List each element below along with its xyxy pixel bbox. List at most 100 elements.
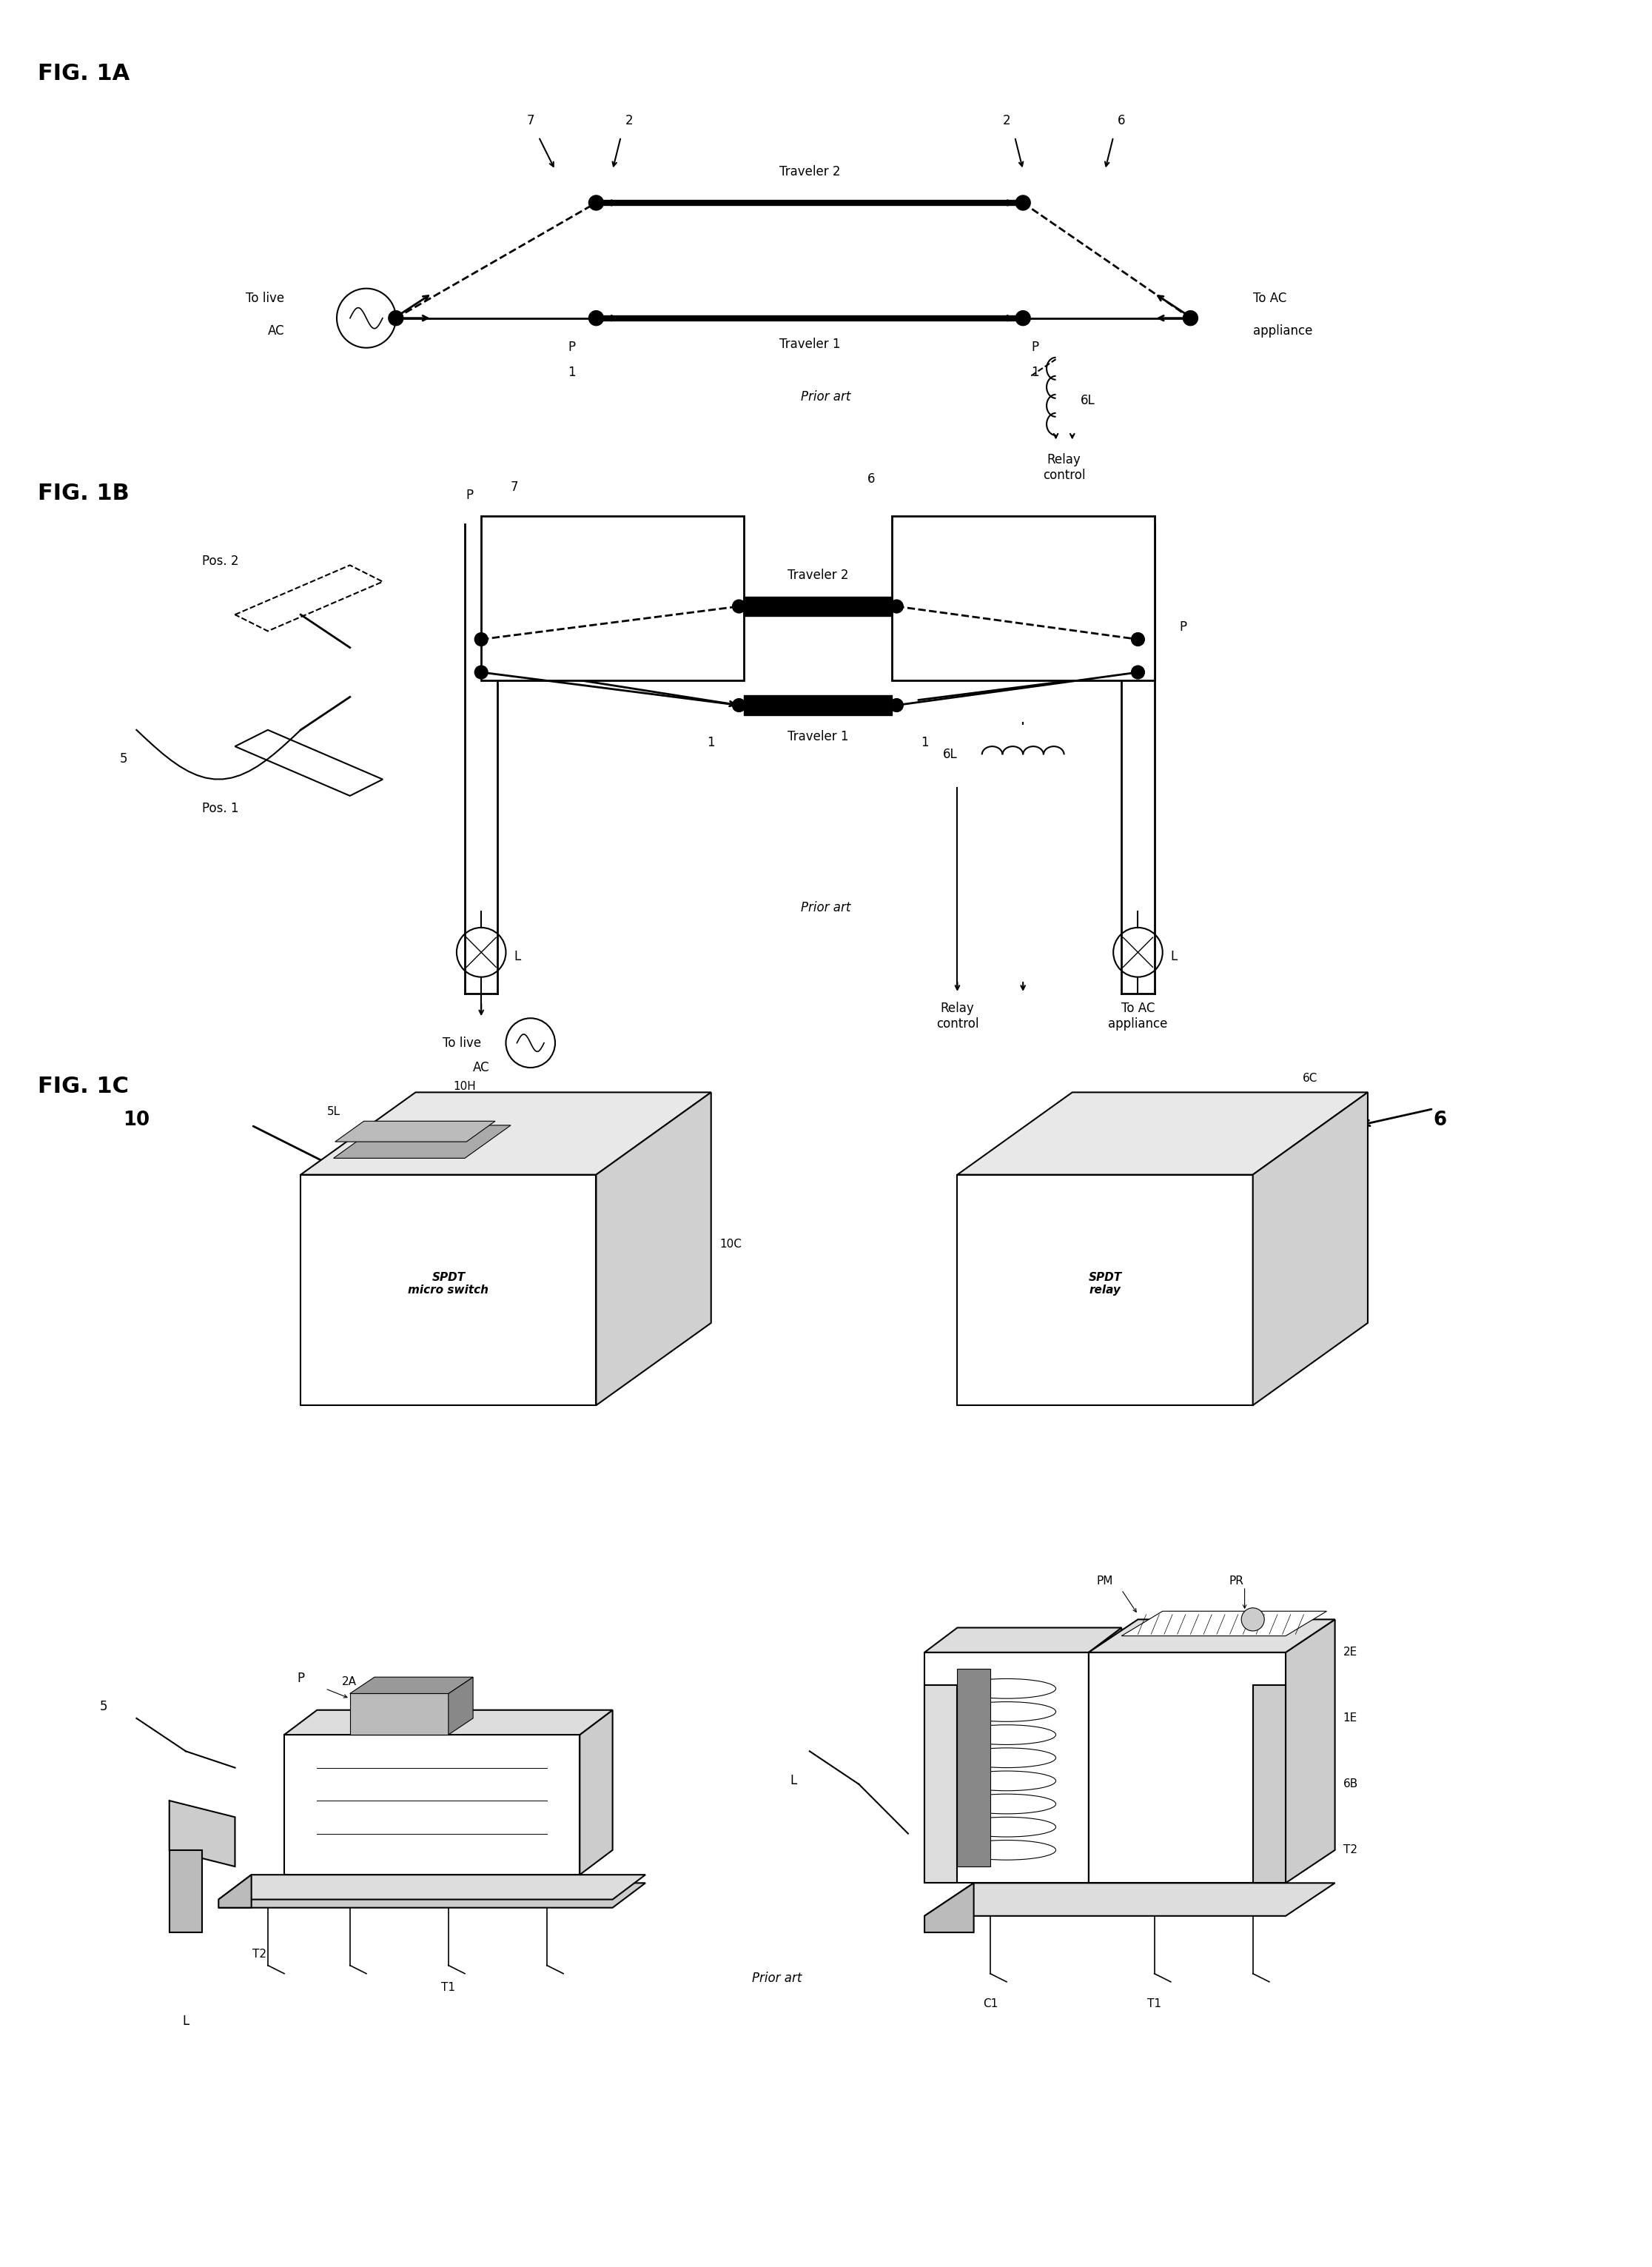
Polygon shape bbox=[350, 1678, 472, 1693]
Text: 2: 2 bbox=[707, 555, 715, 569]
Text: T1: T1 bbox=[1146, 1997, 1161, 2009]
Text: switch: switch bbox=[593, 612, 633, 626]
Polygon shape bbox=[218, 1875, 646, 1900]
Circle shape bbox=[1132, 632, 1145, 646]
Text: 1E: 1E bbox=[1343, 1712, 1358, 1723]
Polygon shape bbox=[596, 1093, 710, 1406]
Text: 1: 1 bbox=[920, 737, 928, 750]
Polygon shape bbox=[169, 1800, 235, 1866]
Text: Traveler 2: Traveler 2 bbox=[788, 569, 849, 583]
Text: 1: 1 bbox=[568, 365, 575, 379]
Text: Pos. 1: Pos. 1 bbox=[202, 803, 240, 816]
Text: 6: 6 bbox=[1434, 1111, 1447, 1129]
Text: P: P bbox=[466, 490, 472, 503]
Text: To AC
appliance: To AC appliance bbox=[1108, 1002, 1168, 1031]
Circle shape bbox=[1132, 666, 1145, 678]
Circle shape bbox=[1241, 1607, 1264, 1630]
Polygon shape bbox=[335, 1122, 496, 1143]
Text: To live: To live bbox=[443, 1036, 481, 1050]
Polygon shape bbox=[1285, 1619, 1335, 1884]
Text: Traveler 1: Traveler 1 bbox=[788, 730, 849, 744]
Text: L: L bbox=[182, 2015, 188, 2029]
Text: T2: T2 bbox=[1343, 1845, 1358, 1857]
Text: 2E: 2E bbox=[1343, 1646, 1358, 1657]
Polygon shape bbox=[218, 1884, 646, 1909]
Text: PR: PR bbox=[1229, 1576, 1244, 1587]
Text: Prior art: Prior art bbox=[801, 900, 851, 914]
Text: 2: 2 bbox=[1003, 113, 1011, 127]
Text: P: P bbox=[1180, 621, 1186, 635]
Text: L: L bbox=[1171, 950, 1178, 963]
Circle shape bbox=[588, 311, 603, 326]
Text: 6L: 6L bbox=[927, 1730, 942, 1741]
Text: C1: C1 bbox=[983, 1997, 998, 2009]
Polygon shape bbox=[1089, 1619, 1335, 1653]
Circle shape bbox=[890, 601, 904, 612]
Text: 2A: 2A bbox=[342, 1675, 357, 1687]
Text: T2: T2 bbox=[253, 1950, 266, 1961]
Polygon shape bbox=[334, 1124, 510, 1158]
Text: relay: relay bbox=[1008, 612, 1039, 626]
Polygon shape bbox=[1252, 1684, 1285, 1884]
Text: L: L bbox=[790, 1773, 796, 1786]
Polygon shape bbox=[218, 1875, 251, 1909]
Text: L: L bbox=[514, 950, 520, 963]
Polygon shape bbox=[350, 1693, 448, 1734]
Text: 6L: 6L bbox=[943, 748, 958, 762]
Polygon shape bbox=[1122, 1612, 1327, 1637]
Polygon shape bbox=[580, 1709, 613, 1875]
Text: P: P bbox=[1031, 340, 1039, 354]
Bar bbox=[481, 517, 743, 680]
Polygon shape bbox=[284, 1734, 580, 1875]
Polygon shape bbox=[448, 1678, 472, 1734]
Polygon shape bbox=[925, 1628, 1122, 1653]
Text: PM: PM bbox=[1097, 1576, 1113, 1587]
Text: Traveler 1: Traveler 1 bbox=[780, 338, 841, 351]
Text: appliance: appliance bbox=[1252, 324, 1312, 338]
Circle shape bbox=[474, 666, 487, 678]
Text: Relay
control: Relay control bbox=[1042, 453, 1085, 483]
Text: AC: AC bbox=[472, 1061, 489, 1075]
Polygon shape bbox=[925, 1884, 973, 1931]
Polygon shape bbox=[925, 1684, 958, 1884]
Polygon shape bbox=[284, 1709, 613, 1734]
Text: 6L: 6L bbox=[1080, 394, 1095, 408]
Text: 1: 1 bbox=[1031, 365, 1039, 379]
Polygon shape bbox=[301, 1174, 596, 1406]
Text: SPDT: SPDT bbox=[431, 1272, 466, 1283]
Text: AC: AC bbox=[268, 324, 284, 338]
Text: Relay
control: Relay control bbox=[937, 1002, 978, 1031]
Circle shape bbox=[732, 698, 745, 712]
Text: SPDT: SPDT bbox=[1089, 1272, 1122, 1283]
Text: To live: To live bbox=[246, 292, 284, 306]
Circle shape bbox=[474, 632, 487, 646]
Text: SPDT: SPDT bbox=[595, 571, 631, 585]
Text: 5: 5 bbox=[99, 1700, 107, 1714]
Text: 6: 6 bbox=[1118, 113, 1125, 127]
Polygon shape bbox=[1089, 1653, 1285, 1884]
Circle shape bbox=[388, 311, 403, 326]
Text: 6C: 6C bbox=[1303, 1072, 1318, 1084]
Bar bbox=[892, 517, 1155, 680]
Text: 10H: 10H bbox=[453, 1081, 476, 1093]
Text: PS: PS bbox=[284, 1850, 299, 1861]
Text: 6: 6 bbox=[867, 472, 876, 485]
Text: 1A: 1A bbox=[350, 1734, 365, 1746]
Polygon shape bbox=[1252, 1093, 1368, 1406]
Text: Pos. 2: Pos. 2 bbox=[202, 555, 240, 569]
Polygon shape bbox=[958, 1174, 1252, 1406]
Text: 7: 7 bbox=[527, 113, 534, 127]
Circle shape bbox=[1016, 195, 1031, 211]
Text: P: P bbox=[297, 1673, 304, 1684]
Polygon shape bbox=[925, 1884, 1335, 1916]
Text: 2: 2 bbox=[920, 555, 928, 569]
Text: 10B: 10B bbox=[416, 1759, 438, 1771]
Text: SPDT: SPDT bbox=[1004, 571, 1041, 585]
Text: 10: 10 bbox=[124, 1111, 150, 1129]
Circle shape bbox=[890, 698, 904, 712]
Text: 5: 5 bbox=[121, 753, 127, 766]
Text: relay: relay bbox=[1089, 1285, 1122, 1294]
Text: To AC: To AC bbox=[1252, 292, 1287, 306]
Text: micro switch: micro switch bbox=[408, 1285, 489, 1294]
Text: FIG. 1B: FIG. 1B bbox=[38, 483, 129, 503]
